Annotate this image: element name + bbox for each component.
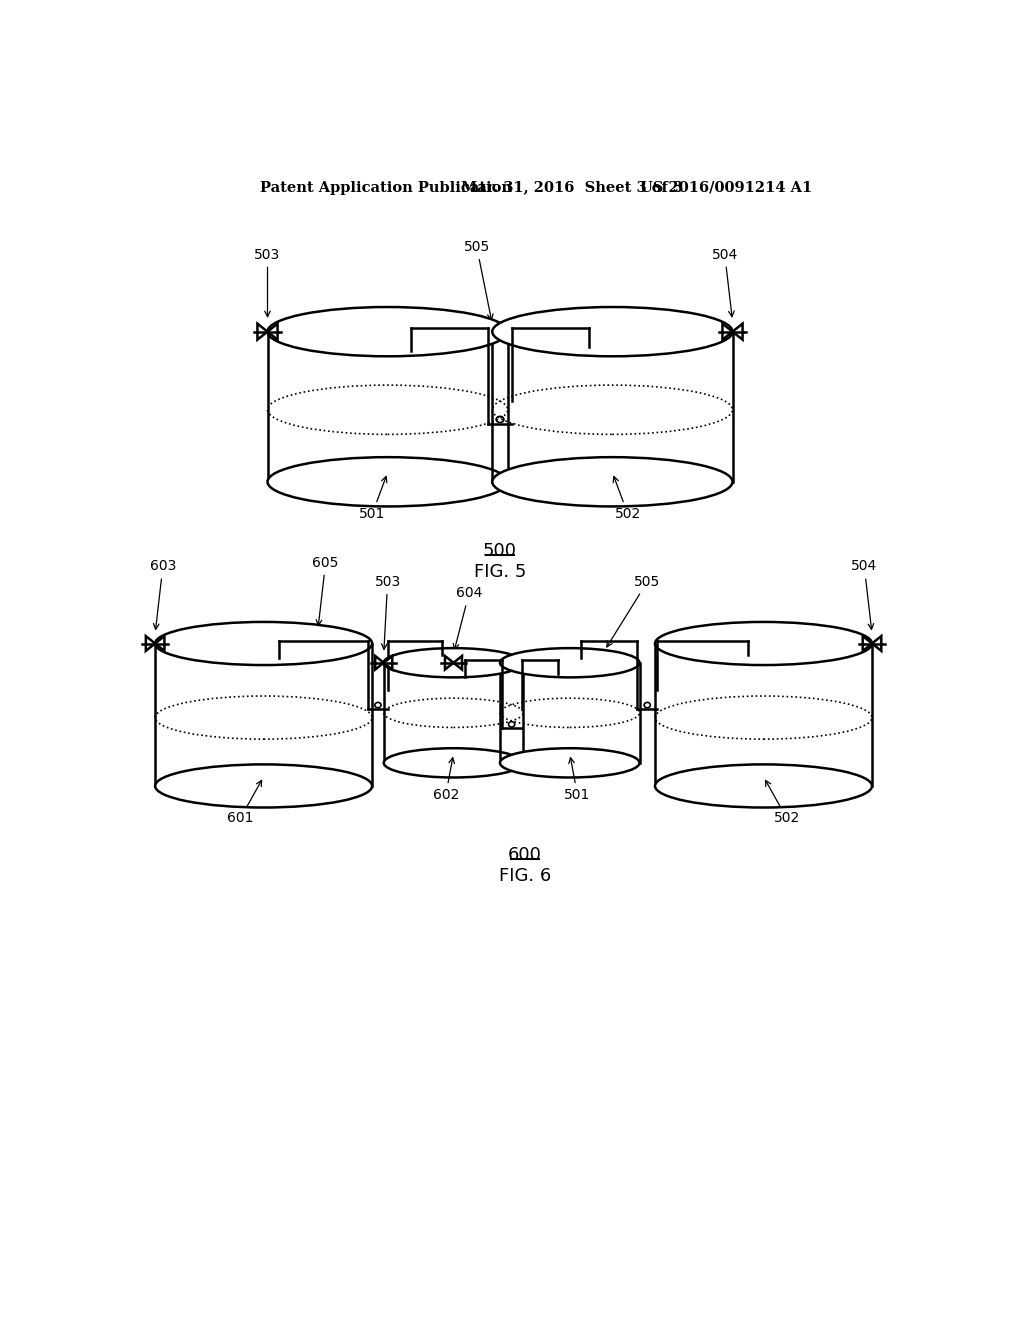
Ellipse shape (155, 764, 372, 808)
Text: 501: 501 (359, 477, 387, 521)
Ellipse shape (500, 648, 640, 677)
Ellipse shape (500, 748, 640, 777)
Text: 605: 605 (312, 556, 339, 626)
Text: FIG. 5: FIG. 5 (474, 562, 526, 581)
Text: 502: 502 (766, 780, 800, 825)
Polygon shape (872, 636, 882, 651)
Polygon shape (267, 323, 278, 339)
Text: 602: 602 (432, 758, 459, 803)
Text: 500: 500 (483, 543, 517, 560)
Polygon shape (257, 323, 267, 339)
Ellipse shape (267, 457, 508, 507)
Text: 503: 503 (375, 576, 400, 649)
Text: Mar. 31, 2016  Sheet 3 of 3: Mar. 31, 2016 Sheet 3 of 3 (461, 181, 683, 194)
Text: 600: 600 (508, 846, 542, 865)
Text: 504: 504 (712, 248, 738, 317)
Text: FIG. 6: FIG. 6 (499, 867, 551, 884)
Text: 502: 502 (613, 477, 641, 521)
Text: 603: 603 (150, 560, 176, 630)
Text: 604: 604 (454, 586, 482, 649)
Ellipse shape (267, 308, 508, 356)
Ellipse shape (655, 622, 872, 665)
Polygon shape (384, 656, 392, 669)
Text: 503: 503 (254, 248, 281, 317)
Ellipse shape (155, 622, 372, 665)
Ellipse shape (493, 457, 732, 507)
Text: US 2016/0091214 A1: US 2016/0091214 A1 (640, 181, 812, 194)
Text: 504: 504 (851, 560, 878, 630)
Polygon shape (155, 636, 165, 651)
Polygon shape (454, 656, 462, 669)
Text: Patent Application Publication: Patent Application Publication (260, 181, 512, 194)
Text: 501: 501 (564, 758, 591, 803)
Text: 505: 505 (464, 240, 493, 319)
Ellipse shape (384, 648, 523, 677)
Polygon shape (862, 636, 872, 651)
Polygon shape (375, 656, 384, 669)
Text: 601: 601 (227, 780, 261, 825)
Ellipse shape (384, 748, 523, 777)
Text: 505: 505 (607, 576, 660, 647)
Polygon shape (145, 636, 155, 651)
Ellipse shape (655, 764, 872, 808)
Polygon shape (732, 323, 742, 339)
Polygon shape (445, 656, 454, 669)
Polygon shape (722, 323, 732, 339)
Ellipse shape (493, 308, 732, 356)
